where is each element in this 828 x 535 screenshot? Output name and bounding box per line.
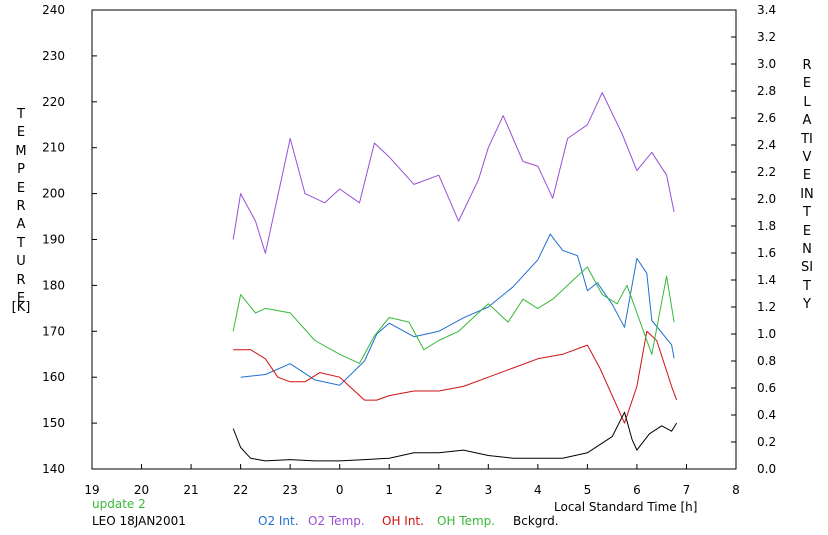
right-tick-label: 2.2 (757, 165, 776, 179)
right-tick-label: 1.0 (757, 327, 776, 341)
series-layer (232, 92, 678, 462)
right-tick-label: 1.8 (757, 219, 776, 233)
right-axis-title: RELATIVE INTENSITY (800, 58, 814, 313)
right-tick-label: 1.2 (757, 300, 776, 314)
right-tick-label: 2.6 (757, 111, 776, 125)
x-tick-label: 21 (183, 483, 198, 497)
left-axis-unit: [K] (11, 300, 31, 315)
legend-oh-temp: OH Temp. (437, 514, 496, 528)
right-tick-label: 3.2 (757, 30, 776, 44)
right-tick-label: 1.4 (757, 273, 776, 287)
x-tick-label: 1 (385, 483, 393, 497)
left-axis-ticks: 140 150 160 170 180 190 200 210 220 230 240 (42, 3, 97, 476)
legend-o2-temp: O2 Temp. (308, 514, 365, 528)
x-axis-label: Local Standard Time [h] (554, 500, 697, 514)
x-tick-label: 2 (435, 483, 443, 497)
left-tick-label: 210 (42, 141, 65, 155)
series-line-bckgrd (232, 411, 678, 462)
left-tick-label: 230 (42, 49, 65, 63)
left-axis-title: TEMPERATURE (15, 107, 27, 307)
right-tick-label: 2.4 (757, 138, 776, 152)
x-tick-label: 4 (534, 483, 542, 497)
right-tick-label: 0.4 (757, 408, 776, 422)
x-tick-label: 0 (336, 483, 344, 497)
series-line-oh-temp (232, 266, 675, 364)
left-tick-label: 240 (42, 3, 65, 17)
station-date: LEO 18JAN2001 (92, 514, 186, 528)
x-tick-label: 22 (233, 483, 248, 497)
right-tick-label: 3.0 (757, 57, 776, 71)
x-tick-label: 5 (584, 483, 592, 497)
series-line-o2-temp (232, 92, 675, 254)
right-tick-label: 1.6 (757, 246, 776, 260)
legend-oh-int: OH Int. (382, 514, 424, 528)
series-line-o2-int (240, 233, 675, 386)
x-tick-label: 23 (283, 483, 298, 497)
left-tick-label: 220 (42, 95, 65, 109)
left-tick-label: 140 (42, 462, 65, 476)
right-axis-ticks: 0.0 0.2 0.4 0.6 0.8 1.0 1.2 1.4 1.6 1.8 2.0 2.2 2.4 2… (731, 3, 776, 476)
right-tick-label: 0.0 (757, 462, 776, 476)
left-tick-label: 180 (42, 278, 65, 292)
right-tick-label: 2.0 (757, 192, 776, 206)
x-tick-label: 8 (732, 483, 740, 497)
left-tick-label: 170 (42, 324, 65, 338)
x-axis-ticks: 19 20 21 22 23 0 1 2 3 4 5 6 7 8 (84, 464, 740, 497)
x-tick-label: 3 (484, 483, 492, 497)
left-tick-label: 150 (42, 416, 65, 430)
left-tick-label: 200 (42, 187, 65, 201)
right-tick-label: 0.6 (757, 381, 776, 395)
legend-bckgrd: Bckgrd. (513, 514, 559, 528)
left-tick-label: 190 (42, 233, 65, 247)
right-tick-label: 2.8 (757, 84, 776, 98)
right-tick-label: 0.8 (757, 354, 776, 368)
x-tick-label: 6 (633, 483, 641, 497)
x-tick-label: 20 (134, 483, 149, 497)
x-tick-label: 7 (683, 483, 691, 497)
plot-frame (91, 9, 737, 470)
right-tick-label: 0.2 (757, 435, 776, 449)
left-tick-label: 160 (42, 370, 65, 384)
x-tick-label: 19 (84, 483, 99, 497)
right-tick-label: 3.4 (757, 3, 776, 17)
status-text: update 2 (92, 497, 146, 511)
legend-o2-int: O2 Int. (258, 514, 299, 528)
series-line-oh-int (233, 330, 678, 424)
